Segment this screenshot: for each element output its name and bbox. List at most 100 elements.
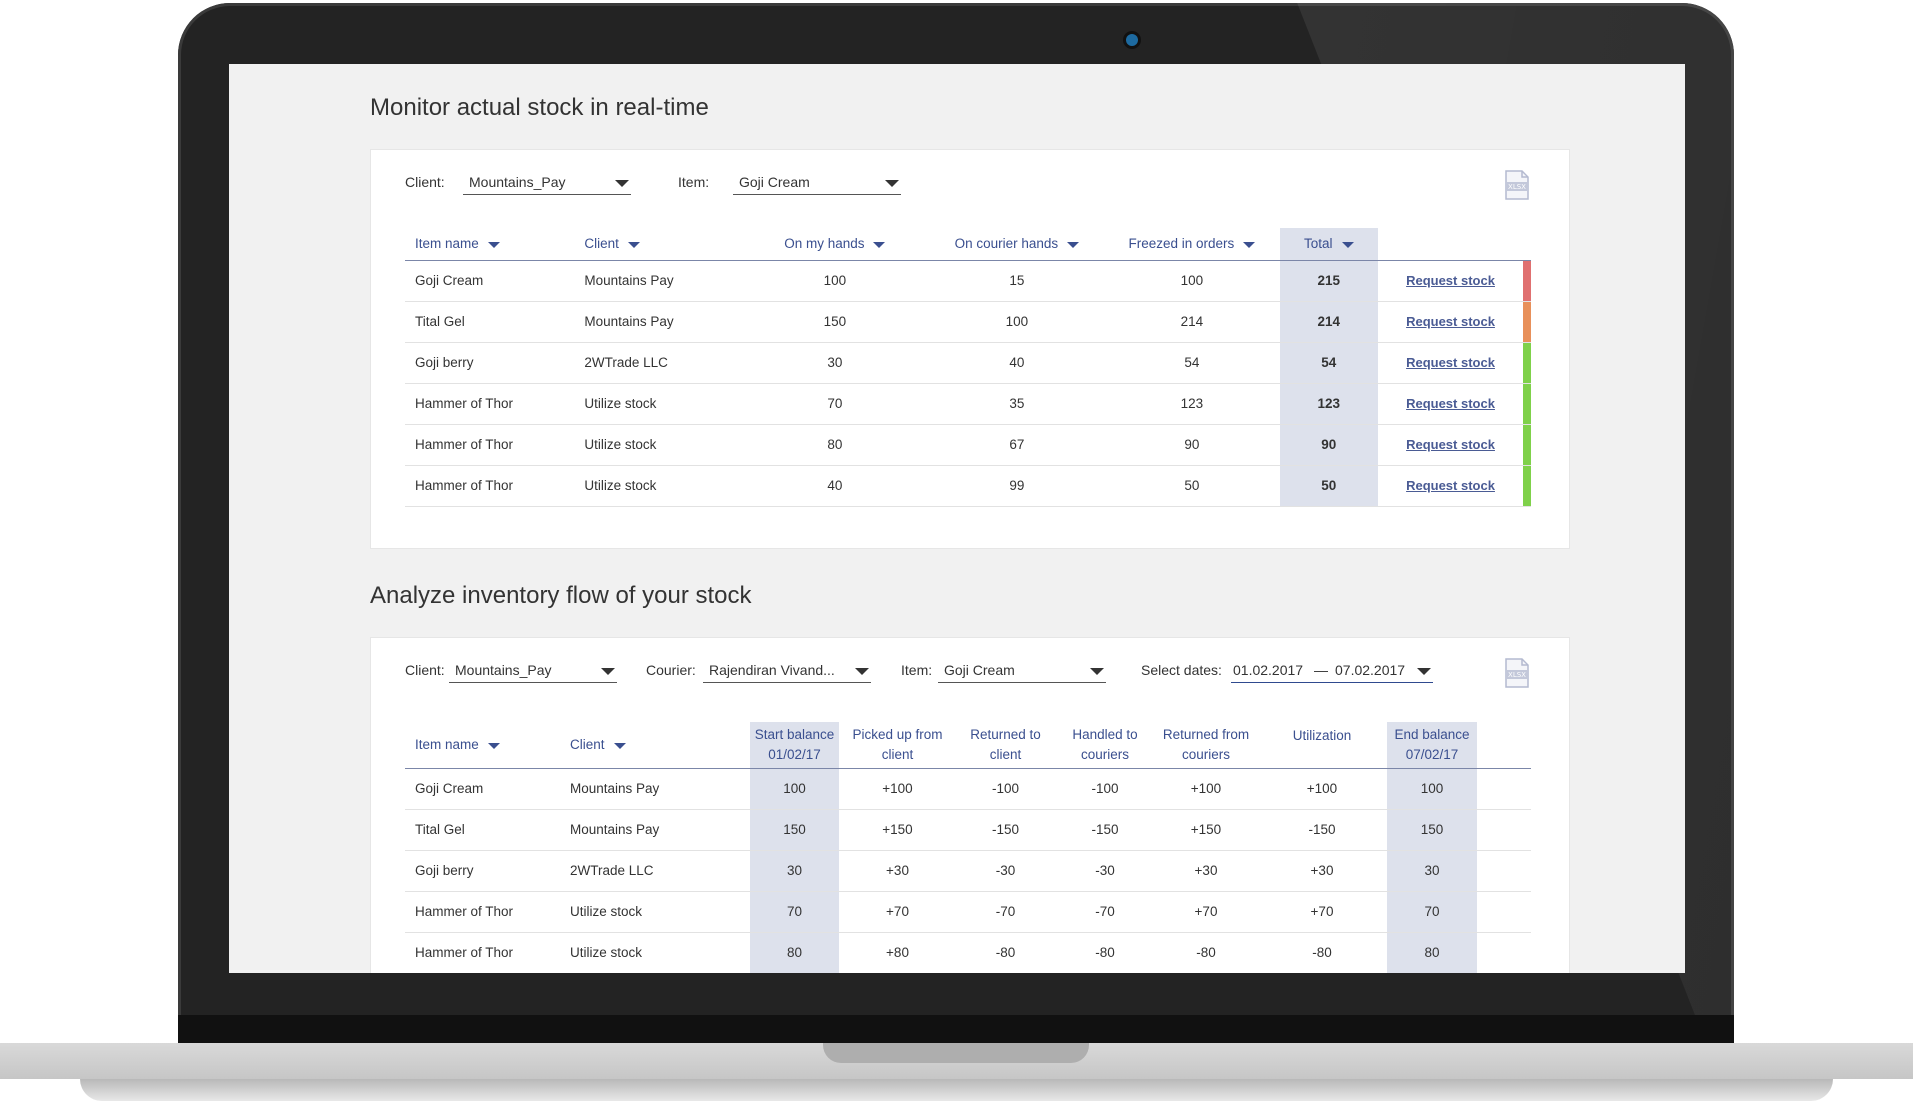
col-header-sublabel: 07/02/17 xyxy=(1405,746,1459,762)
cell-on-my-hands: 40 xyxy=(739,465,930,507)
courier-dropdown[interactable]: Rajendiran Vivand... xyxy=(703,660,871,683)
cell-spacer xyxy=(1477,891,1531,933)
date-from: 01.02.2017 xyxy=(1233,662,1304,678)
request-stock-link[interactable]: Request stock xyxy=(1406,478,1495,493)
cell-returned-from-couriers: +100 xyxy=(1155,768,1257,810)
col-header-item-name[interactable]: Item name xyxy=(405,228,585,261)
status-indicator xyxy=(1523,342,1531,384)
table-row: Tital Gel Mountains Pay 150 100 214 214 Reques… xyxy=(405,301,1531,343)
cell-utilization: +70 xyxy=(1257,891,1387,933)
cell-client: Utilize stock xyxy=(584,383,740,425)
laptop-base-shadow xyxy=(80,1079,1833,1101)
client-filter-label: Client: xyxy=(405,662,445,678)
client-dropdown[interactable]: Mountains_Pay xyxy=(463,172,631,195)
col-header-client[interactable]: Client xyxy=(584,228,740,261)
cell-start-balance: 80 xyxy=(750,932,839,973)
col-header-label: Freezed in orders xyxy=(1128,236,1235,252)
cell-action: Request stock xyxy=(1377,342,1524,384)
chevron-down-icon xyxy=(885,180,899,187)
cell-on-my-hands: 30 xyxy=(739,342,930,384)
col-header-end-balance[interactable]: End balance 07/02/17 xyxy=(1387,722,1477,769)
client-dropdown-value: Mountains_Pay xyxy=(455,662,552,678)
cell-action: Request stock xyxy=(1377,260,1524,302)
col-header-label: On courier hands xyxy=(954,236,1059,252)
col-header-label: Client xyxy=(570,737,605,753)
cell-on-courier-hands: 99 xyxy=(929,465,1104,507)
section-title-stock: Monitor actual stock in real-time xyxy=(370,94,709,121)
cell-item-name: Goji Cream xyxy=(405,260,585,302)
col-header-total[interactable]: Total xyxy=(1279,228,1378,261)
col-header-start-balance[interactable]: Start balance 01/02/17 xyxy=(750,722,839,769)
col-header-label: Total xyxy=(1304,236,1333,252)
svg-text:XLSX: XLSX xyxy=(1508,671,1526,679)
item-filter-label: Item: xyxy=(901,662,933,678)
cell-spacer xyxy=(1477,932,1531,973)
col-header-utilization[interactable]: Utilization xyxy=(1257,722,1387,769)
table-row: Hammer of Thor Utilize stock 80 67 90 90 Reque… xyxy=(405,424,1531,466)
chevron-down-icon xyxy=(615,180,629,187)
cell-client: 2WTrade LLC xyxy=(584,342,740,384)
col-header-on-courier-hands[interactable]: On courier hands xyxy=(929,228,1104,261)
section-title-flow: Analyze inventory flow of your stock xyxy=(370,582,752,609)
cell-on-my-hands: 70 xyxy=(739,383,930,425)
cell-freezed: 123 xyxy=(1103,383,1280,425)
item-dropdown[interactable]: Goji Cream xyxy=(938,660,1106,683)
request-stock-link[interactable]: Request stock xyxy=(1406,355,1495,370)
request-stock-link[interactable]: Request stock xyxy=(1406,396,1495,411)
col-header-label: Utilization xyxy=(1292,728,1352,743)
cell-end-balance: 70 xyxy=(1387,891,1477,933)
date-to: 07.02.2017 xyxy=(1335,662,1406,678)
chevron-down-icon xyxy=(1417,668,1431,675)
col-header-handled-to-couriers[interactable]: Handled to couriers xyxy=(1055,722,1155,769)
table-row: Hammer of Thor Utilize stock 70 +70 -70 -70 +7… xyxy=(405,891,1531,933)
dates-filter-label: Select dates: xyxy=(1141,662,1222,678)
courier-dropdown-value: Rajendiran Vivand... xyxy=(709,662,835,678)
camera-icon xyxy=(1126,34,1138,46)
cell-client: Utilize stock xyxy=(570,891,750,933)
xlsx-export-icon[interactable]: XLSX xyxy=(1505,658,1529,688)
cell-start-balance: 100 xyxy=(750,768,839,810)
cell-handled-to-couriers: -100 xyxy=(1055,768,1155,810)
cell-returned-from-couriers: -80 xyxy=(1155,932,1257,973)
col-header-spacer xyxy=(1477,722,1531,769)
request-stock-link[interactable]: Request stock xyxy=(1406,273,1495,288)
request-stock-link[interactable]: Request stock xyxy=(1406,437,1495,452)
courier-filter-label: Courier: xyxy=(646,662,696,678)
cell-spacer xyxy=(1477,850,1531,892)
chevron-down-icon xyxy=(601,668,615,675)
col-header-on-my-hands[interactable]: On my hands xyxy=(739,228,930,261)
cell-total: 214 xyxy=(1279,301,1378,343)
col-header-returned-to-client[interactable]: Returned to client xyxy=(956,722,1055,769)
col-header-freezed[interactable]: Freezed in orders xyxy=(1103,228,1280,261)
client-dropdown[interactable]: Mountains_Pay xyxy=(449,660,617,683)
cell-returned-to-client: -80 xyxy=(956,932,1055,973)
cell-item-name: Hammer of Thor xyxy=(405,424,585,466)
item-dropdown[interactable]: Goji Cream xyxy=(733,172,901,195)
status-indicator xyxy=(1523,465,1531,507)
date-range-picker[interactable]: 01.02.2017 — 07.02.2017 xyxy=(1231,660,1433,683)
cell-client: Mountains Pay xyxy=(570,768,750,810)
cell-on-courier-hands: 40 xyxy=(929,342,1104,384)
col-header-sublabel: couriers xyxy=(1080,746,1129,762)
col-header-client[interactable]: Client xyxy=(570,722,750,769)
cell-freezed: 100 xyxy=(1103,260,1280,302)
col-header-label: Returned from xyxy=(1162,726,1250,742)
table-row: Hammer of Thor Utilize stock 80 +80 -80 -80 -8… xyxy=(405,932,1531,973)
cell-utilization: +30 xyxy=(1257,850,1387,892)
cell-item-name: Hammer of Thor xyxy=(405,383,585,425)
cell-end-balance: 30 xyxy=(1387,850,1477,892)
cell-handled-to-couriers: -150 xyxy=(1055,809,1155,851)
col-header-item-name[interactable]: Item name xyxy=(405,722,570,769)
col-header-returned-from-couriers[interactable]: Returned from couriers xyxy=(1155,722,1257,769)
cell-freezed: 50 xyxy=(1103,465,1280,507)
col-header-label: End balance xyxy=(1394,726,1470,742)
xlsx-export-icon[interactable]: XLSX xyxy=(1505,170,1529,200)
cell-picked-up: +80 xyxy=(839,932,956,973)
request-stock-link[interactable]: Request stock xyxy=(1406,314,1495,329)
cell-total: 215 xyxy=(1279,260,1378,302)
item-dropdown-value: Goji Cream xyxy=(944,662,1015,678)
cell-client: Mountains Pay xyxy=(570,809,750,851)
stock-table: Item name Client On my hands On courier … xyxy=(405,228,1531,507)
col-header-picked-up[interactable]: Picked up from client xyxy=(839,722,956,769)
cell-start-balance: 70 xyxy=(750,891,839,933)
